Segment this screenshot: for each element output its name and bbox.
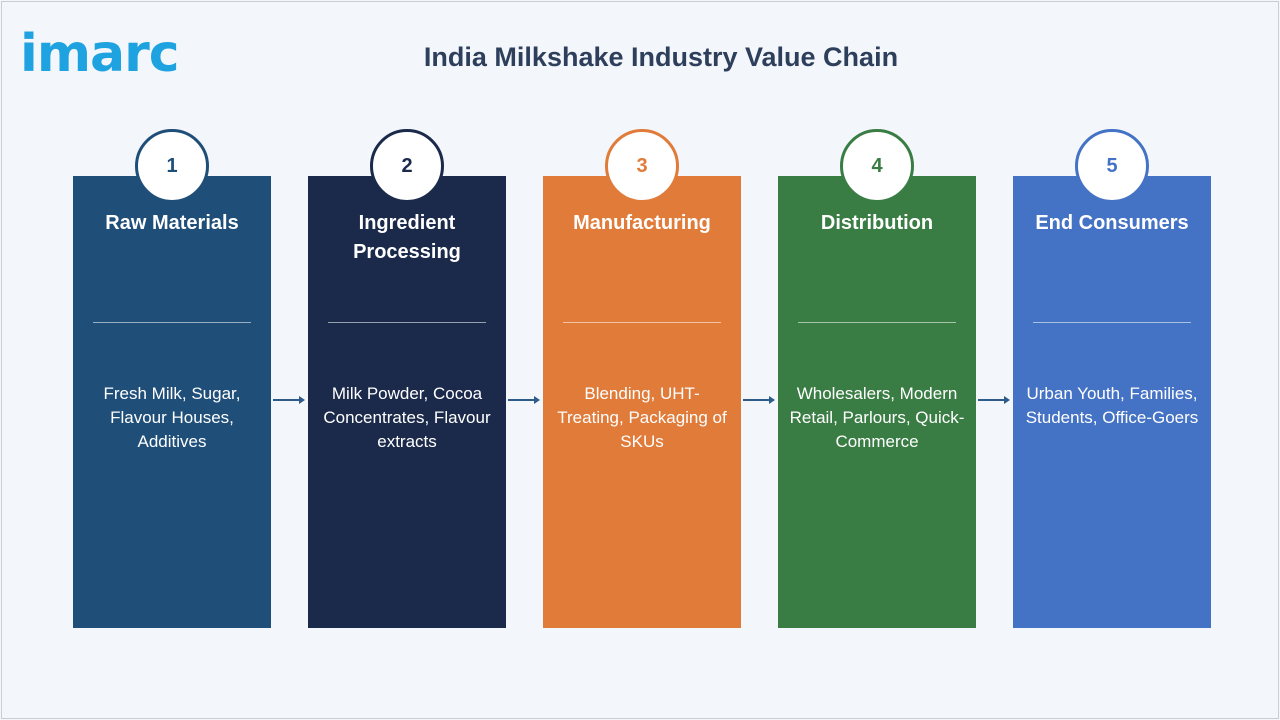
imarc-logo: imarc [20,14,210,84]
stage-description: Milk Powder, Cocoa Concentrates, Flavour… [323,384,491,451]
stage-divider [328,322,486,323]
stage-number-badge: 4 [840,129,914,203]
stage-divider [563,322,721,323]
stage-raw-materials: 1 Raw Materials Fresh Milk, Sugar, Flavo… [73,129,271,628]
stage-manufacturing: 3 Manufacturing Blending, UHT-Treating, … [543,129,741,628]
arrow-right-icon [743,396,775,404]
stage-number-badge: 2 [370,129,444,203]
stage-divider [93,322,251,323]
stage-description: Fresh Milk, Sugar, Flavour Houses, Addit… [103,384,241,451]
stage-distribution: 4 Distribution Wholesalers, Modern Retai… [778,129,976,628]
page-title: India Milkshake Industry Value Chain [423,42,899,72]
stage-number-badge: 5 [1075,129,1149,203]
stage-title: End Consumers [1035,212,1189,234]
stage-description: Blending, UHT-Treating, Packaging of SKU… [557,384,727,451]
stage-number-badge: 3 [605,129,679,203]
stage-number-badge: 1 [135,129,209,203]
logo-text: imarc [20,24,180,84]
arrow-right-icon [978,396,1010,404]
stage-title: Distribution [820,212,934,234]
stage-divider [1033,322,1191,323]
stage-title: Ingredient Processing [353,212,461,263]
stage-title: Raw Materials [105,212,239,234]
stage-description: Urban Youth, Families, Students, Office-… [1025,384,1199,427]
arrow-right-icon [273,396,305,404]
stage-end-consumers: 5 End Consumers Urban Youth, Families, S… [1013,129,1211,628]
stage-ingredient-processing: 2 Ingredient Processing Milk Powder, Coc… [308,129,506,628]
stage-divider [798,322,956,323]
stage-description: Wholesalers, Modern Retail, Parlours, Qu… [789,384,965,451]
stage-title: Manufacturing [573,212,711,234]
arrow-right-icon [508,396,540,404]
